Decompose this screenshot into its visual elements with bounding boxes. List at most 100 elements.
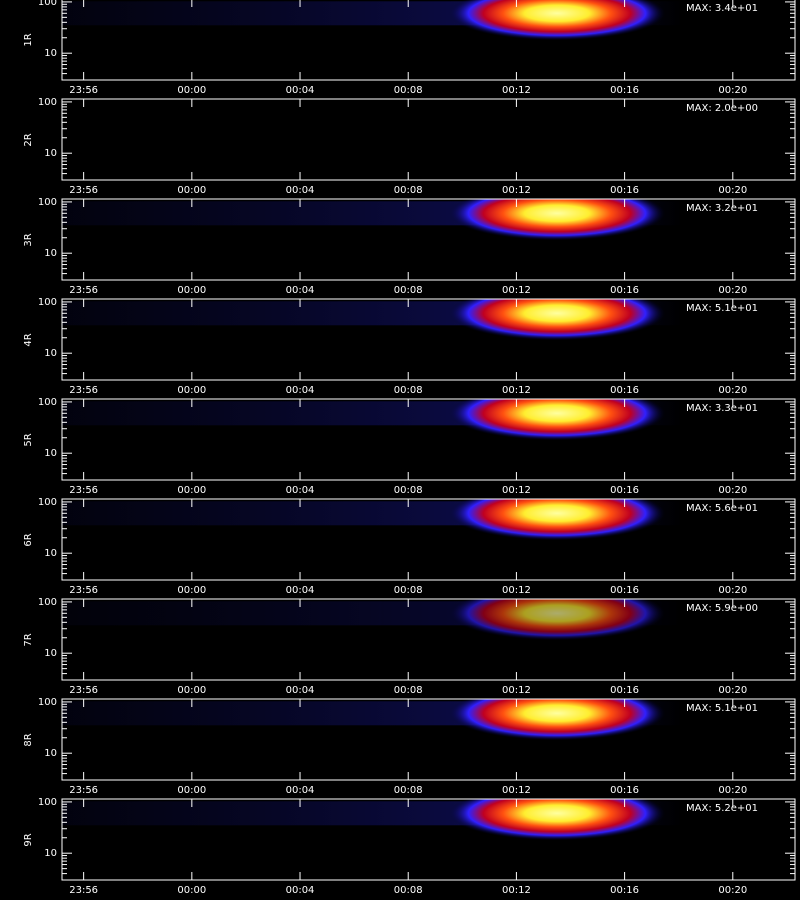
x-tick-label: 23:56 [69,585,98,596]
panel: 10 100 23:56 00:00 00:04 00:08 00:12 00:16 00:20… [23,397,796,496]
x-tick-label: 00:16 [610,185,639,196]
max-annotation: MAX: 2.0e+00 [686,103,758,114]
plot-area [62,0,682,41]
emission-blob [449,499,665,541]
x-tick-label: 00:20 [718,785,747,796]
y-tick-label: 10 [44,748,57,759]
x-tick-label: 23:56 [69,485,98,496]
y-axis-label: 6R [23,533,34,546]
y-axis-label: 2R [23,133,34,146]
x-tick-label: 00:20 [718,185,747,196]
plot-area [62,299,682,341]
x-tick-label: 00:00 [177,185,206,196]
x-tick-label: 00:08 [394,885,423,896]
x-tick-label: 00:08 [394,685,423,696]
plot-area [62,599,682,641]
y-tick-label: 10 [44,448,57,459]
x-tick-label: 00:16 [610,285,639,296]
y-tick-label: 100 [38,797,57,808]
spectrum [62,699,682,741]
x-tick-label: 00:00 [177,885,206,896]
x-tick-label: 00:12 [502,585,531,596]
max-annotation: MAX: 3.4e+01 [686,3,758,14]
y-axis-label: 8R [23,733,34,746]
panel: 10 100 23:56 00:00 00:04 00:08 00:12 00:16 00:20… [23,86,796,196]
x-tick-label: 00:04 [286,185,315,196]
y-axis-label: 4R [23,333,34,346]
x-tick-label: 00:12 [502,485,531,496]
axis-box [61,498,796,581]
plot-area [62,199,682,241]
spectrum [62,299,682,341]
axis-box [61,798,796,881]
x-tick-label: 00:20 [718,385,747,396]
x-tick-label: 23:56 [69,385,98,396]
y-tick-label: 100 [38,597,57,608]
x-tick-label: 00:00 [177,785,206,796]
y-axis-label: 5R [23,433,34,446]
emission-blob [449,599,665,641]
x-tick-label: 00:00 [177,85,206,96]
max-annotation: MAX: 3.2e+01 [686,203,758,214]
y-tick-label: 10 [44,248,57,259]
y-tick-label: 100 [38,497,57,508]
x-tick-label: 00:04 [286,85,315,96]
emission-blob [449,299,665,341]
x-tick-label: 00:00 [177,385,206,396]
y-axis-label: 1R [23,33,34,46]
y-tick-label: 100 [38,197,57,208]
x-tick-label: 00:20 [718,885,747,896]
axis-box [61,598,796,681]
x-tick-label: 23:56 [69,285,98,296]
x-tick-label: 00:16 [610,385,639,396]
plot-area [62,699,682,741]
x-tick-label: 00:16 [610,785,639,796]
emission-blob [449,799,665,841]
y-tick-label: 100 [38,97,57,108]
x-tick-label: 23:56 [69,685,98,696]
emission-blob [449,199,665,241]
panel: 10 100 23:56 00:00 00:04 00:08 00:12 00:16 00:20… [23,597,796,696]
spectrum [62,399,682,441]
panel: 10 100 23:56 00:00 00:04 00:08 00:12 00:16 00:20… [23,797,796,896]
axis-box [61,198,796,281]
y-tick-label: 100 [38,297,57,308]
max-annotation: MAX: 3.3e+01 [686,403,758,414]
axis-box [61,98,796,181]
x-tick-label: 00:08 [394,585,423,596]
x-tick-label: 00:04 [286,385,315,396]
x-tick-label: 00:04 [286,285,315,296]
spectrum [62,86,682,140]
x-tick-label: 00:16 [610,585,639,596]
emission-blob [449,699,665,741]
x-tick-label: 00:08 [394,385,423,396]
x-tick-label: 00:20 [718,85,747,96]
emission-blob [449,0,665,41]
x-tick-label: 23:56 [69,885,98,896]
y-axis-label: 7R [23,633,34,646]
y-tick-label: 10 [44,148,57,159]
y-tick-label: 10 [44,848,57,859]
x-tick-label: 00:08 [394,185,423,196]
plot-area [62,499,682,541]
axis-box [61,0,796,81]
max-annotation: MAX: 5.2e+01 [686,803,758,814]
x-tick-label: 00:08 [394,85,423,96]
x-tick-label: 00:20 [718,685,747,696]
y-axis-label: 9R [23,833,34,846]
spectrum [62,599,682,641]
panel: 10 100 23:56 00:00 00:04 00:08 00:12 00:16 00:20… [23,297,796,396]
max-annotation: MAX: 5.1e+01 [686,703,758,714]
x-tick-label: 23:56 [69,185,98,196]
spectrum [62,199,682,241]
max-annotation: MAX: 5.6e+01 [686,503,758,514]
spectrum [62,0,682,41]
spectrum [62,499,682,541]
x-tick-label: 00:04 [286,685,315,696]
x-tick-label: 00:20 [718,485,747,496]
x-tick-label: 00:08 [394,785,423,796]
emission-blob [449,399,665,441]
x-tick-label: 23:56 [69,785,98,796]
x-tick-label: 00:20 [718,585,747,596]
panel: 10 100 23:56 00:00 00:04 00:08 00:12 00:16 00:20… [23,0,796,96]
